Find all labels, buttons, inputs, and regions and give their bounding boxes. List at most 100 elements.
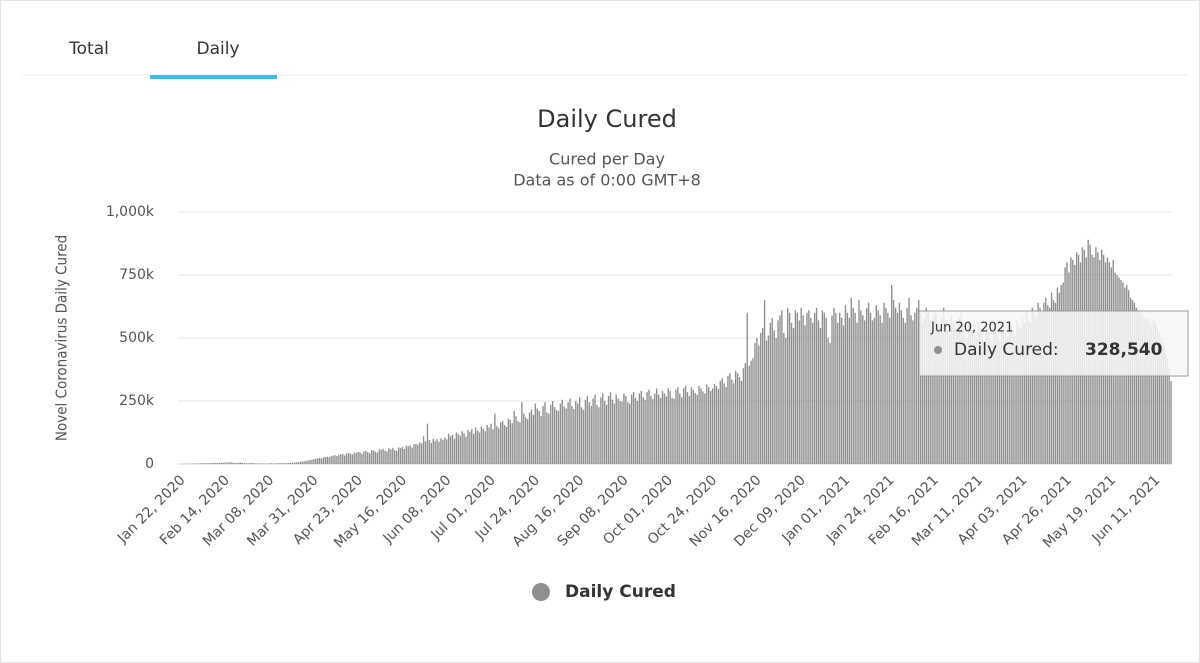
bar (933, 315, 935, 464)
bar (661, 390, 664, 464)
bar (492, 429, 494, 464)
bar (255, 463, 257, 464)
bar (220, 462, 223, 464)
bar (779, 315, 781, 464)
bar (232, 462, 234, 464)
bar (1145, 320, 1147, 464)
bar (342, 453, 344, 464)
bar (307, 460, 309, 464)
bar (457, 434, 459, 464)
bar (910, 315, 912, 464)
bar (960, 312, 962, 464)
bar (501, 421, 504, 464)
bar (538, 411, 540, 464)
bar (432, 438, 434, 464)
bar (817, 320, 820, 464)
tab-daily[interactable]: Daily (196, 39, 239, 59)
bar (288, 462, 290, 464)
bar (584, 399, 587, 464)
bar (386, 451, 388, 464)
bar (1164, 350, 1166, 464)
bar (1016, 320, 1018, 464)
bar (449, 436, 452, 464)
bar (627, 402, 629, 464)
bar (823, 312, 825, 464)
bar (713, 383, 716, 464)
bar (534, 403, 537, 464)
bar (864, 320, 866, 464)
tab-total[interactable]: Total (68, 39, 109, 59)
bar (956, 332, 958, 464)
bar (856, 322, 858, 464)
bar (813, 312, 816, 464)
bar (1058, 292, 1061, 464)
bar (212, 462, 215, 464)
bar (785, 338, 787, 464)
bar (948, 335, 951, 464)
bar (461, 431, 463, 464)
bar (471, 429, 473, 464)
bar (665, 396, 668, 464)
bar (944, 320, 947, 464)
bar (788, 312, 791, 464)
bar (392, 447, 394, 464)
bar (719, 380, 721, 464)
bar (858, 300, 860, 464)
bar (222, 462, 224, 464)
bar (266, 463, 269, 464)
bar (509, 419, 511, 464)
bar (989, 338, 991, 464)
bar (937, 322, 939, 464)
bar (548, 413, 550, 464)
bar (748, 365, 750, 464)
bar (654, 393, 656, 464)
bar (998, 340, 1001, 464)
tooltip-box (918, 310, 1189, 377)
bar (916, 307, 918, 464)
chart-subtitle: Data as of 0:00 GMT+8 (513, 171, 701, 190)
bar (438, 441, 440, 464)
bar (303, 461, 305, 464)
bar (792, 327, 795, 464)
bar (434, 440, 436, 464)
bar (896, 312, 899, 464)
bar (446, 439, 448, 464)
bar (692, 389, 694, 464)
bar (384, 450, 386, 464)
bar (1033, 312, 1035, 464)
bar (345, 453, 348, 464)
bar (211, 463, 213, 464)
bar (646, 392, 648, 464)
bar (193, 463, 196, 464)
bar (698, 385, 700, 464)
bar (630, 394, 633, 464)
bar (979, 327, 982, 464)
bar (403, 448, 406, 464)
bar (367, 452, 369, 464)
bar (409, 445, 411, 464)
bar (311, 459, 313, 464)
bar (268, 463, 271, 464)
bar (794, 310, 797, 464)
bar (1162, 343, 1165, 464)
bar (359, 452, 361, 464)
bar (261, 463, 263, 464)
bar (1170, 381, 1172, 464)
bar (282, 462, 284, 464)
bar (746, 312, 748, 464)
bar (247, 463, 250, 464)
bar (528, 412, 531, 464)
tooltip-value: 328,540 (1085, 340, 1163, 360)
bar (259, 463, 261, 464)
bar (253, 463, 255, 464)
bar (727, 375, 729, 464)
bar (1166, 358, 1168, 464)
bar (207, 463, 209, 464)
bar (973, 335, 976, 464)
bar (459, 435, 461, 464)
bar (991, 343, 993, 464)
bar (1048, 307, 1051, 464)
bar (846, 312, 849, 464)
bar (694, 392, 696, 464)
bar (447, 433, 450, 464)
